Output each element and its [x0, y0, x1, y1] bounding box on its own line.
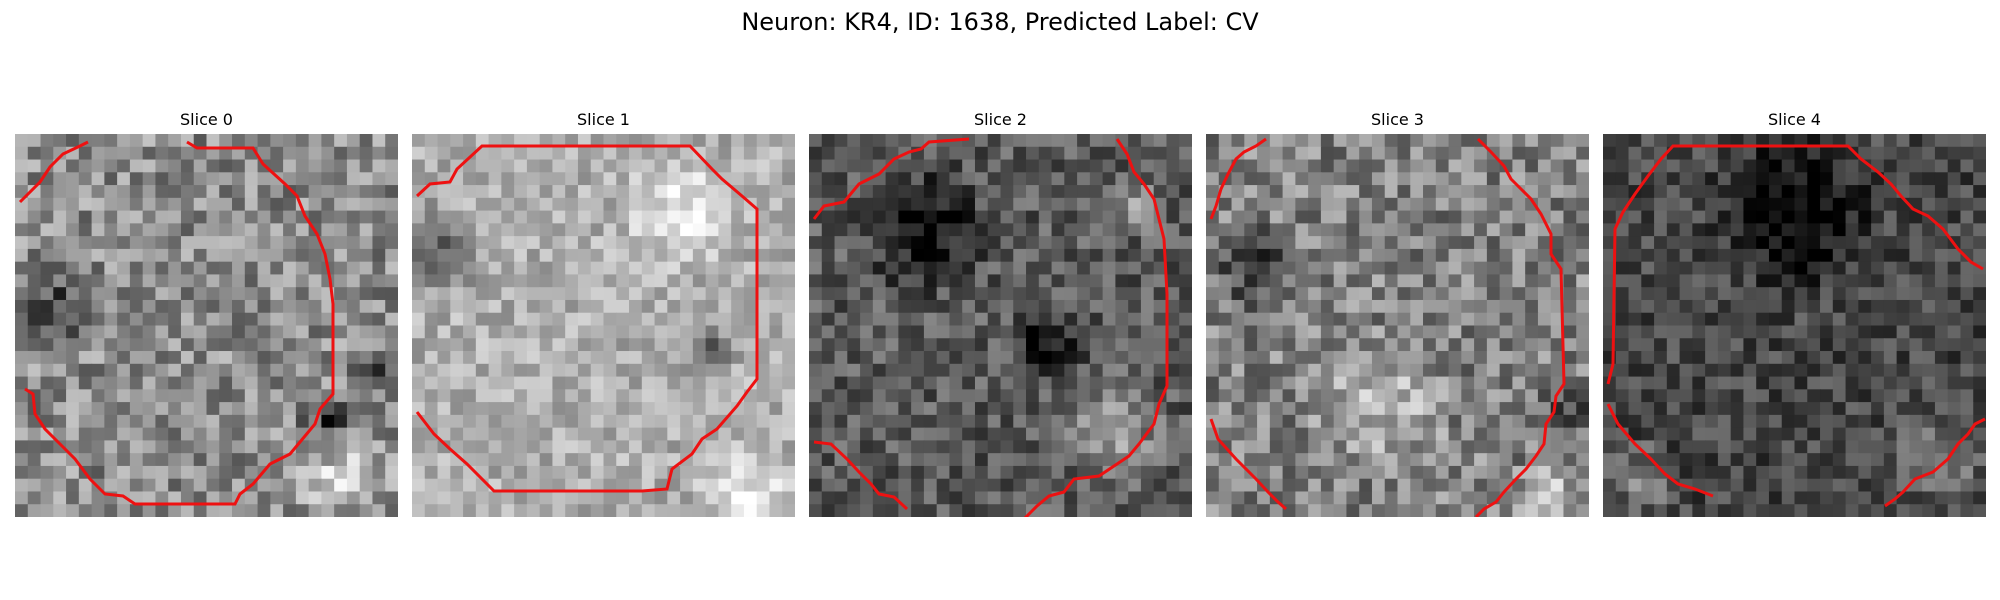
slice-title: Slice 0 [180, 110, 233, 129]
slice-panel-0: Slice 0 [15, 108, 398, 517]
slice-title: Slice 2 [974, 110, 1027, 129]
slice-title: Slice 3 [1371, 110, 1424, 129]
figure-title: Neuron: KR4, ID: 1638, Predicted Label: … [741, 8, 1259, 36]
slice-title: Slice 4 [1768, 110, 1821, 129]
slice-image-0 [15, 134, 398, 517]
slice-panel-1: Slice 1 [412, 108, 795, 517]
slice-panel-2: Slice 2 [809, 108, 1192, 517]
slice-image-2 [809, 134, 1192, 517]
slice-panel-3: Slice 3 [1206, 108, 1589, 517]
slice-panel-4: Slice 4 [1603, 108, 1986, 517]
slice-image-1 [412, 134, 795, 517]
slice-image-4 [1603, 134, 1986, 517]
slice-title: Slice 1 [577, 110, 630, 129]
slice-image-3 [1206, 134, 1589, 517]
